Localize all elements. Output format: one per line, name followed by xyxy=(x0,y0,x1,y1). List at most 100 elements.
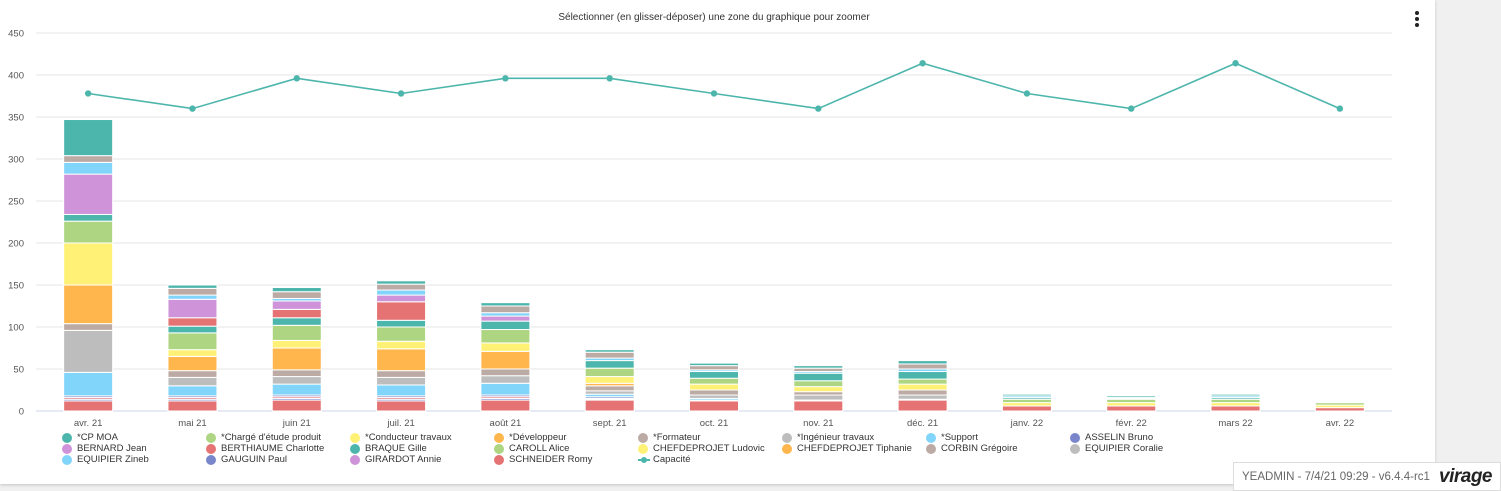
bar-segment[interactable] xyxy=(1001,402,1052,407)
bar-segment[interactable] xyxy=(689,389,739,396)
bar-segment[interactable] xyxy=(1210,393,1261,397)
bar-segment[interactable] xyxy=(480,382,531,396)
bar-segment[interactable] xyxy=(584,360,635,369)
legend-item[interactable]: BERNARD Jean xyxy=(62,443,205,454)
bar-segment[interactable] xyxy=(376,340,427,350)
bar-segment[interactable] xyxy=(689,394,739,399)
legend-item[interactable]: BRAQUE Gille xyxy=(350,443,493,454)
bar-segment[interactable] xyxy=(689,362,739,367)
bar-segment[interactable] xyxy=(271,324,322,341)
bar-segment[interactable] xyxy=(376,370,427,378)
bar-segment[interactable] xyxy=(480,342,531,352)
bar-segment[interactable] xyxy=(63,173,114,215)
bar-segment[interactable] xyxy=(167,284,218,289)
bar-segment[interactable] xyxy=(63,323,114,331)
bar-segment[interactable] xyxy=(167,355,218,372)
bar-segment[interactable] xyxy=(1001,393,1052,397)
bar-segment[interactable] xyxy=(167,376,218,387)
bar-segment[interactable] xyxy=(1210,405,1261,412)
bar-segment[interactable] xyxy=(793,400,844,412)
bar-segment[interactable] xyxy=(793,372,844,382)
bar-segment[interactable] xyxy=(376,348,427,372)
bar-segment[interactable] xyxy=(480,305,531,314)
capacity-point[interactable] xyxy=(1232,60,1239,67)
capacity-point[interactable] xyxy=(1023,90,1031,97)
bar-segment[interactable] xyxy=(63,220,114,244)
bar-segment[interactable] xyxy=(793,380,844,388)
bar-segment[interactable] xyxy=(63,119,114,157)
bar-segment[interactable] xyxy=(897,383,948,391)
bar-segment[interactable] xyxy=(63,400,114,412)
bar-segment[interactable] xyxy=(376,384,427,397)
bar-segment[interactable] xyxy=(271,399,322,412)
bar-segment[interactable] xyxy=(689,365,739,371)
bar-segment[interactable] xyxy=(376,294,427,303)
bar-segment[interactable] xyxy=(480,399,531,412)
legend-item[interactable]: *Formateur xyxy=(638,432,781,443)
bar-segment[interactable] xyxy=(1314,407,1365,412)
bar-segment[interactable] xyxy=(167,332,218,351)
capacity-point[interactable] xyxy=(502,75,509,82)
capacity-point[interactable] xyxy=(815,105,822,112)
bar-segment[interactable] xyxy=(1106,405,1157,412)
bar-segment[interactable] xyxy=(1314,399,1365,402)
bar-segment[interactable] xyxy=(480,302,531,307)
bar-segment[interactable] xyxy=(63,284,114,325)
capacity-point[interactable] xyxy=(84,90,92,97)
legend-item[interactable]: ASSELIN Bruno xyxy=(1070,432,1213,443)
bar-segment[interactable] xyxy=(271,291,322,299)
capacity-point[interactable] xyxy=(919,60,926,67)
bar-segment[interactable] xyxy=(63,329,114,373)
bar-segment[interactable] xyxy=(63,155,114,163)
more-vertical-icon[interactable] xyxy=(1409,9,1425,29)
bar-segment[interactable] xyxy=(689,371,739,379)
bar-segment[interactable] xyxy=(167,370,218,378)
bar-segment[interactable] xyxy=(271,308,322,319)
legend-item[interactable]: EQUIPIER Coralie xyxy=(1070,443,1213,454)
bar-segment[interactable] xyxy=(793,394,844,401)
capacity-point[interactable] xyxy=(397,90,405,97)
bar-segment[interactable] xyxy=(1001,398,1052,404)
bar-segment[interactable] xyxy=(167,325,218,334)
bar-segment[interactable] xyxy=(1106,398,1157,404)
bar-segment[interactable] xyxy=(271,300,322,310)
bar-segment[interactable] xyxy=(897,399,948,412)
bar-segment[interactable] xyxy=(376,400,427,412)
bar-segment[interactable] xyxy=(167,400,218,412)
legend-item[interactable]: CHEFDEPROJET Tiphanie xyxy=(782,443,925,454)
legend-item[interactable]: Capacité xyxy=(638,454,781,465)
bar-segment[interactable] xyxy=(63,161,114,175)
capacity-point[interactable] xyxy=(606,75,613,82)
bar-segment[interactable] xyxy=(376,289,427,296)
bar-segment[interactable] xyxy=(1210,402,1261,407)
legend-item[interactable]: GAUGUIN Paul xyxy=(206,454,349,465)
bar-segment[interactable] xyxy=(167,287,218,296)
legend-item[interactable]: GIRARDOT Annie xyxy=(350,454,493,465)
legend-item[interactable]: CAROLL Alice xyxy=(494,443,637,454)
bar-segment[interactable] xyxy=(689,400,739,412)
bar-segment[interactable] xyxy=(584,351,635,359)
bar-segment[interactable] xyxy=(480,315,531,322)
legend-item[interactable]: *Ingénieur travaux xyxy=(782,432,925,443)
bar-segment[interactable] xyxy=(584,399,635,412)
bar-segment[interactable] xyxy=(584,390,635,395)
legend-item[interactable]: BERTHIAUME Charlotte xyxy=(206,443,349,454)
bar-segment[interactable] xyxy=(689,383,739,391)
bar-segment[interactable] xyxy=(376,319,427,328)
legend-item[interactable]: CHEFDEPROJET Ludovic xyxy=(638,443,781,454)
capacity-point[interactable] xyxy=(1336,105,1344,112)
capacity-point[interactable] xyxy=(293,75,300,82)
bar-segment[interactable] xyxy=(897,363,948,370)
bar-segment[interactable] xyxy=(584,385,635,392)
legend-item[interactable]: *Support xyxy=(926,432,1069,443)
bar-segment[interactable] xyxy=(897,371,948,380)
bar-segment[interactable] xyxy=(793,386,844,393)
bar-segment[interactable] xyxy=(376,301,427,321)
bar-segment[interactable] xyxy=(480,368,531,377)
bar-segment[interactable] xyxy=(793,365,844,369)
bar-segment[interactable] xyxy=(897,389,948,396)
bar-segment[interactable] xyxy=(480,350,531,370)
bar-segment[interactable] xyxy=(1106,402,1157,407)
legend-item[interactable]: *CP MOA xyxy=(62,432,205,443)
legend-item[interactable]: EQUIPIER Zineb xyxy=(62,454,205,465)
